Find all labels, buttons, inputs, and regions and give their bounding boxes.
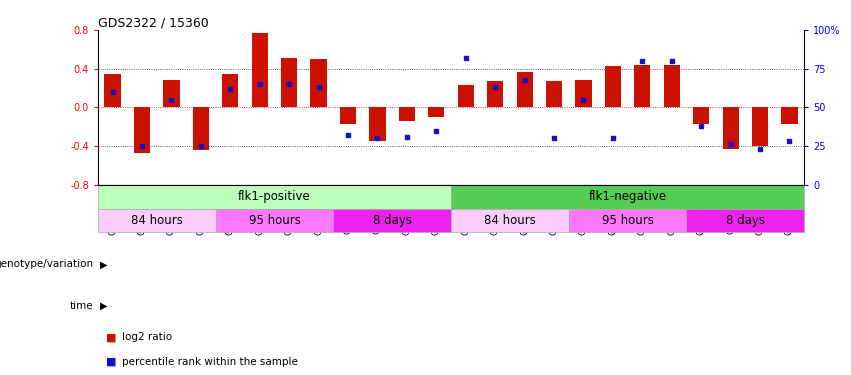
Bar [252,33,268,107]
Bar [664,65,680,107]
Text: ■: ■ [106,333,117,342]
Bar [487,81,503,107]
Bar [781,107,797,124]
Text: 95 hours: 95 hours [602,214,654,227]
Text: 8 days: 8 days [373,214,412,227]
Bar [687,209,804,232]
Text: ▶: ▶ [100,301,108,310]
Text: log2 ratio: log2 ratio [122,333,172,342]
Bar [134,107,150,153]
Text: 95 hours: 95 hours [248,214,300,227]
Bar [517,72,533,107]
Text: GDS2322 / 15360: GDS2322 / 15360 [98,17,208,30]
Bar [105,74,121,107]
Bar [752,107,768,146]
Bar [451,209,568,232]
Bar [458,85,474,107]
Bar [399,107,415,121]
Bar [222,74,238,107]
Bar [693,107,709,124]
Bar [334,209,451,232]
Text: percentile rank within the sample: percentile rank within the sample [122,357,298,367]
Bar [451,184,804,209]
Bar [311,59,327,107]
Bar [340,107,356,124]
Bar [98,209,215,232]
Bar [546,81,563,107]
Bar [98,184,451,209]
Bar [369,107,386,141]
Bar [568,209,687,232]
Bar [722,107,739,149]
Text: ▶: ▶ [100,260,108,269]
Bar [215,209,334,232]
Text: 84 hours: 84 hours [484,214,536,227]
Bar [575,80,591,107]
Bar [193,107,209,150]
Text: time: time [70,301,94,310]
Bar [634,65,650,107]
Text: 84 hours: 84 hours [131,214,183,227]
Text: 8 days: 8 days [726,214,765,227]
Bar [163,80,180,107]
Bar [281,58,297,107]
Text: ■: ■ [106,357,117,367]
Bar [428,107,444,117]
Text: genotype/variation: genotype/variation [0,260,94,269]
Text: flk1-positive: flk1-positive [238,190,311,203]
Bar [605,66,621,107]
Text: flk1-negative: flk1-negative [589,190,666,203]
